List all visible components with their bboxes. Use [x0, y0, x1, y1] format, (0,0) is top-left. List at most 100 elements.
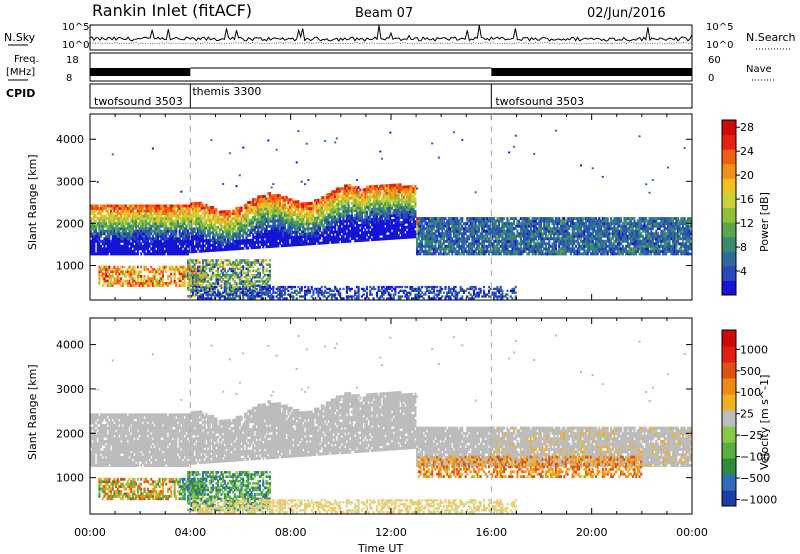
power-cell: [165, 222, 168, 226]
power-cell: [359, 203, 362, 207]
power-cell: [268, 207, 271, 211]
power-cell: [330, 230, 333, 234]
power-cell: [324, 208, 327, 212]
power-cell: [258, 285, 261, 289]
power-cell: [105, 222, 108, 226]
power-cell: [399, 206, 402, 209]
power-cell: [250, 295, 253, 298]
power-cell: [411, 187, 414, 191]
power-cell: [250, 293, 253, 296]
power-cell: [188, 242, 191, 246]
power-cell: [96, 249, 99, 253]
power-cell: [392, 297, 395, 300]
power-cell: [183, 232, 186, 236]
power-cell: [210, 265, 213, 268]
power-cell: [192, 284, 195, 287]
power-cell: [365, 205, 368, 209]
power-cell: [202, 249, 205, 253]
power-cell: [290, 198, 293, 202]
power-cell: [227, 237, 230, 241]
power-cell: [377, 187, 380, 191]
power-cell: [188, 288, 191, 292]
power-cell: [263, 212, 266, 216]
power-cell: [365, 295, 368, 298]
power-cell: [146, 204, 149, 208]
power-cell: [312, 239, 315, 243]
power-cell: [320, 201, 323, 205]
power-cell: [317, 224, 320, 228]
power-cell: [253, 246, 256, 250]
power-cell: [347, 234, 350, 238]
power-cell: [362, 236, 365, 240]
power-cell: [334, 293, 337, 296]
power-cell: [218, 243, 221, 247]
power-cell: [384, 191, 387, 195]
power-cell: [116, 209, 119, 213]
power-cell: [417, 287, 420, 291]
power-cell: [335, 210, 338, 214]
power-cell: [188, 209, 191, 213]
power-cell: [283, 211, 287, 215]
power-cell: [108, 227, 111, 231]
power-cell: [302, 235, 305, 239]
power-cell: [170, 219, 173, 223]
power-cell: [210, 290, 213, 294]
power-cell: [111, 237, 114, 241]
power-cell: [217, 215, 220, 219]
power-cell: [267, 222, 270, 226]
power-cell: [113, 244, 116, 248]
power-cell: [160, 252, 163, 256]
power-cell: [186, 219, 190, 223]
power-cell: [377, 289, 380, 292]
power-cell: [207, 239, 210, 243]
power-cell: [288, 213, 292, 217]
power-cell: [304, 230, 307, 234]
power-cell: [288, 233, 292, 237]
power-cell: [419, 234, 422, 238]
power-cell: [195, 261, 198, 264]
power-cell: [340, 235, 343, 239]
power-cell: [210, 139, 213, 142]
power-cell: [300, 225, 303, 229]
power-cell: [375, 197, 379, 201]
power-cell: [185, 237, 188, 241]
power-cell: [130, 227, 133, 231]
power-cell: [342, 235, 345, 239]
power-cell: [125, 247, 128, 251]
power-cell: [257, 261, 260, 264]
power-cell: [192, 209, 195, 213]
power-cell: [245, 234, 248, 237]
power-cell: [412, 232, 415, 236]
power-cell: [365, 230, 368, 234]
power-cell: [290, 218, 293, 222]
power-cell: [347, 217, 350, 220]
power-cell: [188, 207, 191, 210]
power-cell: [255, 238, 258, 242]
power-cell: [327, 220, 330, 224]
power-cell: [146, 247, 149, 251]
power-cell: [140, 229, 143, 233]
power-cell: [334, 192, 337, 196]
power-cell: [188, 239, 191, 243]
power-cell: [168, 209, 171, 213]
power-cell: [123, 222, 126, 226]
power-cell: [355, 229, 358, 233]
power-cell: [253, 263, 256, 266]
power-cell: [161, 242, 164, 246]
power-cell: [158, 249, 161, 253]
power-cell: [111, 252, 114, 256]
power-cell: [419, 227, 422, 231]
power-cell: [268, 209, 271, 213]
power-cell: [245, 278, 248, 281]
power-cell: [215, 213, 218, 217]
power-data: [90, 129, 692, 300]
power-cell: [212, 263, 215, 266]
power-cell: [183, 209, 186, 213]
power-cell: [248, 208, 251, 212]
power-cell: [141, 244, 144, 248]
power-cell: [382, 184, 385, 188]
power-cell: [176, 237, 180, 241]
power-cell: [217, 282, 220, 285]
power-cell: [407, 218, 410, 222]
power-cell: [255, 197, 258, 201]
